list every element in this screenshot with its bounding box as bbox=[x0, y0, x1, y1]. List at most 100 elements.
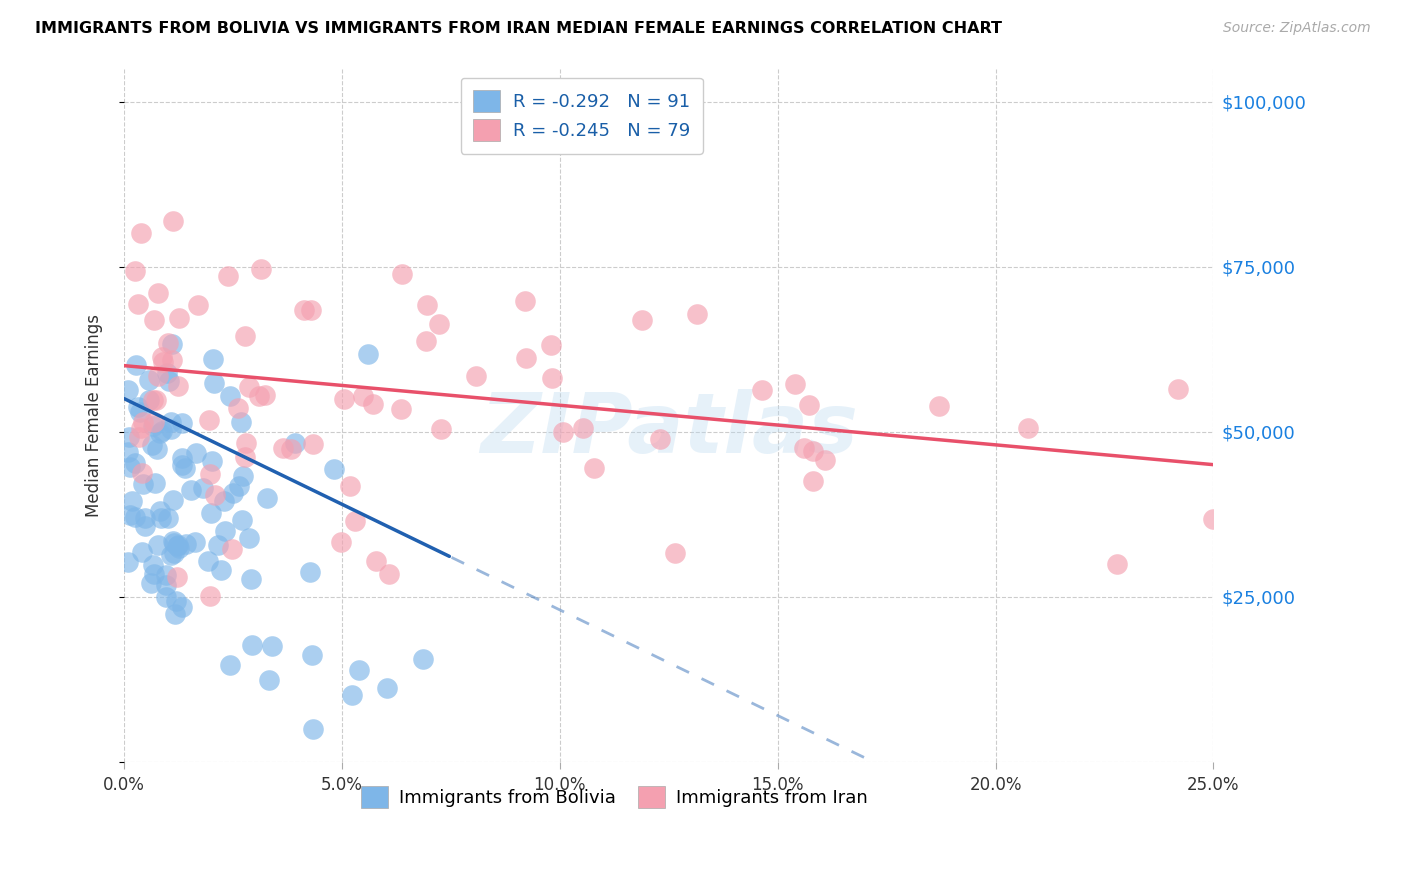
Point bbox=[172, 458, 194, 472]
Point bbox=[465, 368, 488, 383]
Point bbox=[238, 531, 260, 545]
Point bbox=[226, 401, 249, 415]
Point bbox=[685, 307, 707, 321]
Point bbox=[389, 402, 412, 417]
Point bbox=[142, 415, 165, 429]
Point bbox=[391, 267, 413, 281]
Point bbox=[329, 535, 352, 549]
Point bbox=[155, 567, 177, 582]
Point bbox=[131, 545, 153, 559]
Point bbox=[124, 264, 146, 278]
Point bbox=[148, 285, 170, 300]
Point bbox=[167, 541, 190, 555]
Point bbox=[160, 353, 183, 368]
Point bbox=[238, 380, 260, 394]
Point bbox=[162, 336, 184, 351]
Point bbox=[163, 607, 186, 621]
Point bbox=[235, 436, 257, 450]
Point bbox=[200, 467, 222, 482]
Point bbox=[257, 673, 280, 687]
Point bbox=[180, 483, 202, 497]
Point bbox=[343, 515, 366, 529]
Point bbox=[146, 442, 169, 456]
Point bbox=[212, 494, 235, 508]
Point bbox=[233, 328, 256, 343]
Point bbox=[202, 376, 225, 390]
Point bbox=[138, 392, 160, 407]
Point bbox=[172, 416, 194, 430]
Point bbox=[150, 424, 173, 438]
Point bbox=[132, 415, 155, 429]
Point bbox=[256, 491, 278, 505]
Point bbox=[160, 548, 183, 562]
Point bbox=[148, 538, 170, 552]
Point bbox=[219, 657, 242, 672]
Point bbox=[117, 445, 139, 459]
Point bbox=[801, 443, 824, 458]
Point bbox=[128, 430, 150, 444]
Point bbox=[134, 518, 156, 533]
Point bbox=[378, 567, 401, 582]
Point bbox=[134, 511, 156, 525]
Point bbox=[631, 313, 654, 327]
Point bbox=[239, 572, 262, 586]
Point bbox=[163, 546, 186, 560]
Point bbox=[233, 450, 256, 464]
Point bbox=[162, 493, 184, 508]
Point bbox=[1017, 421, 1039, 435]
Point bbox=[156, 510, 179, 524]
Point bbox=[231, 513, 253, 527]
Point bbox=[157, 336, 180, 351]
Point bbox=[157, 375, 180, 389]
Point bbox=[352, 389, 374, 403]
Point bbox=[271, 441, 294, 455]
Point bbox=[793, 442, 815, 456]
Point bbox=[197, 554, 219, 568]
Point bbox=[141, 438, 163, 452]
Point bbox=[204, 488, 226, 502]
Point bbox=[814, 453, 837, 467]
Point bbox=[339, 479, 361, 493]
Point bbox=[648, 432, 671, 446]
Point bbox=[124, 509, 146, 524]
Point bbox=[162, 533, 184, 548]
Point bbox=[118, 430, 141, 444]
Point bbox=[221, 542, 243, 557]
Point bbox=[209, 563, 232, 577]
Point bbox=[361, 397, 384, 411]
Point bbox=[142, 566, 165, 581]
Point bbox=[349, 664, 371, 678]
Point bbox=[664, 546, 686, 560]
Point bbox=[145, 392, 167, 407]
Point bbox=[1105, 557, 1128, 571]
Point bbox=[572, 421, 595, 435]
Point bbox=[280, 442, 302, 456]
Point bbox=[229, 415, 252, 429]
Point bbox=[166, 569, 188, 583]
Point bbox=[129, 421, 152, 435]
Point bbox=[364, 554, 387, 568]
Point bbox=[127, 296, 149, 310]
Point bbox=[124, 359, 146, 373]
Point bbox=[228, 479, 250, 493]
Point bbox=[149, 426, 172, 441]
Point bbox=[131, 466, 153, 480]
Point bbox=[142, 313, 165, 327]
Point bbox=[127, 400, 149, 414]
Point bbox=[162, 214, 184, 228]
Point bbox=[191, 481, 214, 495]
Point bbox=[340, 688, 363, 702]
Point bbox=[162, 536, 184, 550]
Point bbox=[183, 534, 205, 549]
Point bbox=[217, 269, 239, 284]
Point bbox=[412, 652, 434, 666]
Point bbox=[167, 538, 190, 552]
Point bbox=[129, 226, 152, 240]
Point bbox=[146, 369, 169, 384]
Point bbox=[284, 435, 307, 450]
Point bbox=[302, 437, 325, 451]
Point bbox=[797, 398, 820, 412]
Point bbox=[155, 590, 177, 604]
Point bbox=[1202, 512, 1225, 526]
Text: ZIPatlas: ZIPatlas bbox=[479, 389, 858, 469]
